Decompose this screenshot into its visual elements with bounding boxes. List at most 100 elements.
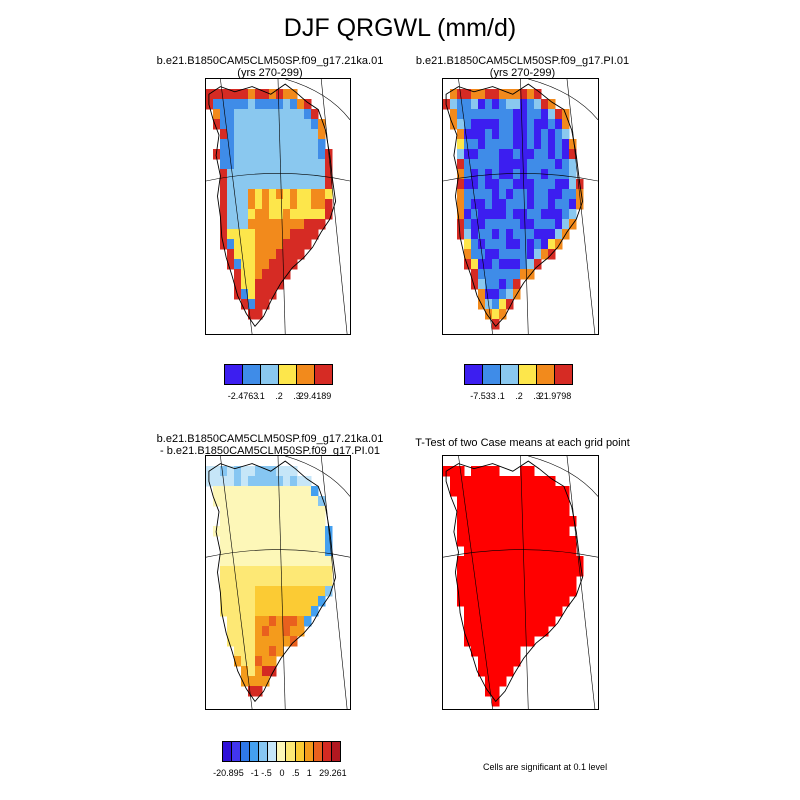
panel-title-line2: (yrs 270-299) [237, 67, 303, 79]
grid-cell [220, 566, 228, 577]
grid-cell [555, 556, 563, 567]
grid-cell [499, 309, 507, 320]
grid-cell [220, 149, 228, 160]
grid-cell [283, 89, 291, 100]
grid-cell [485, 169, 493, 180]
grid-cell [227, 249, 235, 260]
grid-cell [464, 149, 472, 160]
grid-cell [471, 179, 479, 190]
grid-cell [248, 259, 256, 270]
grid-cell [255, 476, 263, 487]
colorbar-label: .5 [291, 768, 300, 778]
grid-cell [534, 476, 542, 487]
grid-cell [534, 576, 542, 587]
grid-cell [283, 249, 291, 260]
grid-cell [262, 149, 270, 160]
grid-cell [457, 119, 465, 130]
grid-cell [248, 496, 256, 507]
grid-cell [304, 606, 312, 617]
grid-cell [485, 119, 493, 130]
grid-cell [485, 546, 493, 557]
grid-cell [499, 179, 507, 190]
grid-cell [520, 149, 528, 160]
grid-cell [283, 99, 291, 110]
grid-cell [506, 486, 514, 497]
grid-cell [548, 129, 556, 140]
grid-cell [485, 536, 493, 547]
grid-cell [325, 169, 333, 180]
grid-cell [492, 129, 500, 140]
grid-cell [318, 179, 326, 190]
grid-cell [534, 606, 542, 617]
grid-cell [290, 209, 298, 220]
grid-cell [534, 109, 542, 120]
grid-cell [318, 516, 326, 527]
grid-cell [269, 179, 277, 190]
grid-cell [276, 496, 284, 507]
grid-cell [520, 119, 528, 130]
grid-cell [290, 606, 298, 617]
grid-cell [485, 239, 493, 250]
grid-cell [555, 526, 563, 537]
grid-cell [234, 289, 242, 300]
grid-cell [234, 139, 242, 150]
grid-cell [548, 576, 556, 587]
grid-cell [464, 606, 472, 617]
grid-cell [506, 586, 514, 597]
grid-cell [283, 466, 291, 477]
grid-cell [492, 526, 500, 537]
grid-cell [290, 179, 298, 190]
grid-cell [471, 219, 479, 230]
grid-cell [255, 556, 263, 567]
grid-cell [548, 209, 556, 220]
grid-cell [262, 179, 270, 190]
grid-cell [534, 249, 542, 260]
grid-cell [241, 199, 249, 210]
grid-cell [269, 119, 277, 130]
grid-cell [318, 526, 326, 537]
grid-cell [478, 169, 486, 180]
grid-cell [248, 219, 256, 230]
grid-cell [527, 546, 535, 557]
colorbar-label: .2 [275, 391, 283, 401]
grid-cell [541, 179, 549, 190]
grid-cell [248, 646, 256, 657]
greenland-map-21ka [206, 79, 350, 334]
grid-cell [311, 516, 319, 527]
grid-cell [255, 119, 263, 130]
grid-cell [241, 516, 249, 527]
grid-cell [262, 556, 270, 567]
grid-cell [506, 299, 514, 310]
grid-cell [520, 199, 528, 210]
grid-cell [478, 496, 486, 507]
grid-cell [464, 476, 472, 487]
grid-cell [513, 149, 521, 160]
grid-cell [213, 476, 221, 487]
grid-cell [269, 516, 277, 527]
grid-cell [478, 179, 486, 190]
grid-cell [283, 516, 291, 527]
grid-cell [283, 586, 291, 597]
grid-cell [485, 656, 493, 667]
grid-cell [227, 259, 235, 270]
grid-cell [290, 586, 298, 597]
grid-cell [325, 209, 333, 220]
grid-cell [234, 646, 242, 657]
grid-cell [262, 666, 270, 677]
grid-cell [304, 99, 312, 110]
grid-cell [304, 566, 312, 577]
grid-cell [255, 546, 263, 557]
grid-cell [311, 179, 319, 190]
grid-cell [248, 99, 256, 110]
grid-cell [464, 169, 472, 180]
grid-cell [499, 259, 507, 270]
grid-cell [283, 179, 291, 190]
grid-cell [255, 616, 263, 627]
grid-cell [457, 199, 465, 210]
grid-cell [555, 586, 563, 597]
grid-cell [464, 586, 472, 597]
grid-cell [541, 129, 549, 140]
grid-cell [234, 119, 242, 130]
grid-cell [241, 119, 249, 130]
grid-cell [255, 99, 263, 110]
